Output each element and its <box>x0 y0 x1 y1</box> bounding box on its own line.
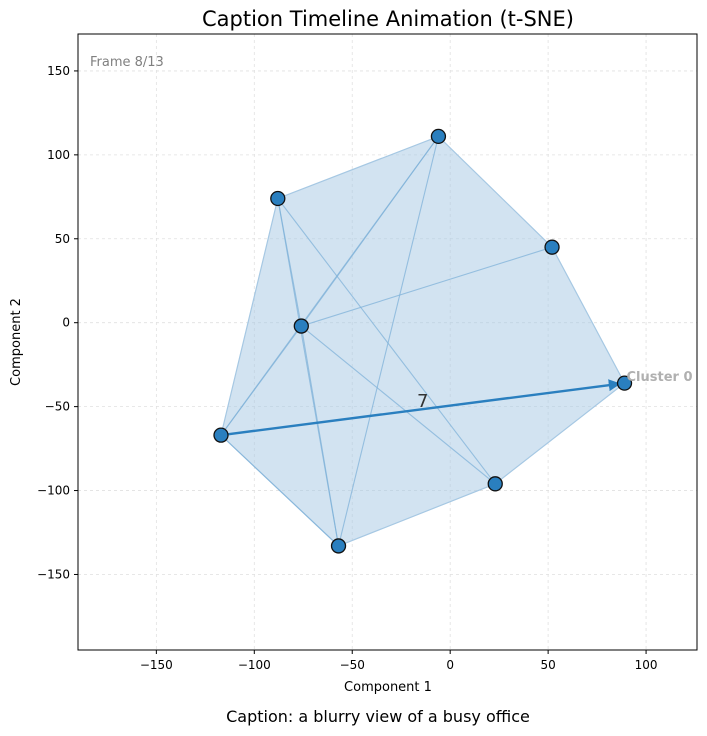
x-tick-label: 50 <box>540 658 555 672</box>
x-axis-label: Component 1 <box>344 680 432 695</box>
data-point <box>330 538 347 554</box>
y-tick-label: 150 <box>47 64 70 78</box>
y-tick-label: −100 <box>37 484 70 498</box>
y-tick-label: 100 <box>47 148 70 162</box>
y-tick-label: 50 <box>55 232 70 246</box>
cluster-edge <box>337 136 439 547</box>
x-tick-label: 100 <box>635 658 658 672</box>
cluster-edge <box>300 325 340 547</box>
cluster-edge <box>300 325 496 485</box>
cluster-hull <box>220 135 626 547</box>
cluster-edge <box>220 325 302 436</box>
x-tick-label: −100 <box>238 658 271 672</box>
plot-content: 7 Cluster 0 <box>213 128 693 554</box>
frame-counter: Frame 8/13 <box>90 55 164 70</box>
y-tick-label: −50 <box>45 400 70 414</box>
data-point <box>213 427 229 443</box>
x-tick-label: −150 <box>140 658 173 672</box>
data-point <box>430 128 447 145</box>
x-tick-label: −50 <box>340 658 365 672</box>
chart-title: Caption Timeline Animation (t-SNE) <box>202 7 574 31</box>
data-point <box>544 239 560 255</box>
y-tick-label: 0 <box>62 316 70 330</box>
data-point <box>487 476 503 492</box>
caption-text: Caption: a blurry view of a busy office <box>226 707 530 726</box>
timeline-arrow <box>220 379 621 437</box>
cluster-edge <box>277 198 496 485</box>
data-point <box>270 190 286 207</box>
data-point <box>293 318 309 334</box>
cluster-edge <box>301 246 553 327</box>
y-tick-label: −150 <box>37 567 70 581</box>
data-point <box>616 375 633 391</box>
axes-frame <box>77 33 698 651</box>
x-tick-label: 0 <box>446 658 454 672</box>
y-axis-label: Component 2 <box>9 298 24 386</box>
plot-area: 7 Cluster 0 −150 −100 −50 0 50 100 −150 −100 −50 0 5… <box>37 33 698 672</box>
cluster-edge <box>220 434 339 547</box>
cluster-label: Cluster 0 <box>627 370 693 385</box>
arrow-step-label: 7 <box>417 391 428 412</box>
